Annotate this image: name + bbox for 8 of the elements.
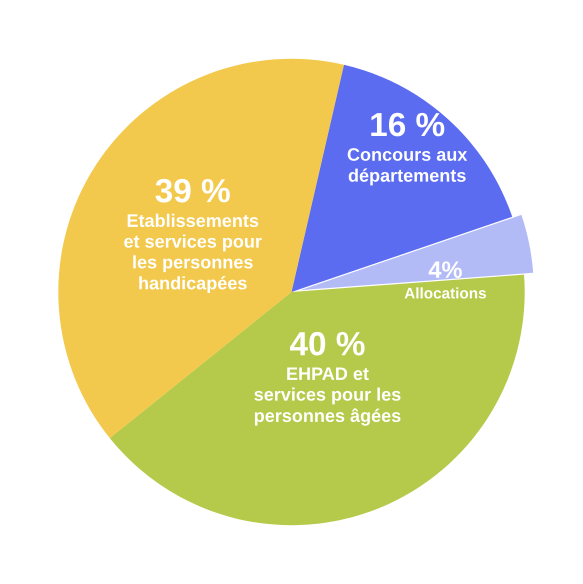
slice-label: Etablissements et services pour les personnes handicapées <box>124 214 262 294</box>
slice-label: Allocations <box>404 287 486 299</box>
data-label: 39 % <box>155 178 230 203</box>
slice-label: EHPAD et services pour les personnes âgées <box>254 367 401 426</box>
data-label: 40 % <box>290 332 365 356</box>
data-label: 4% <box>428 261 462 278</box>
data-label: 16 % <box>371 112 444 136</box>
slice-label: Concours aux départements <box>348 148 468 186</box>
